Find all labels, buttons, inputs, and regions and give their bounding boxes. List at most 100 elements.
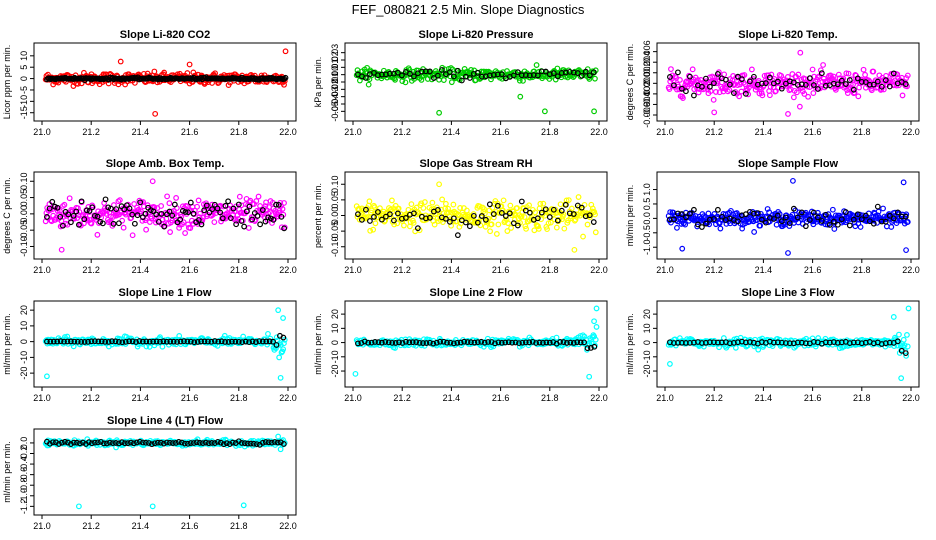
overlay-point [389, 339, 396, 346]
overlay-point [850, 339, 857, 346]
overlay-point [890, 215, 897, 222]
y-tick-label: -20 [330, 365, 340, 378]
x-tick-label: 21.2 [393, 393, 411, 403]
plot-frame [33, 300, 297, 388]
overlay-point [222, 202, 229, 209]
overlay-point [466, 75, 473, 81]
y-tick-label: 0.00 [330, 66, 340, 84]
y-tick-label: -0.2 [19, 446, 29, 462]
data-point [689, 66, 696, 73]
y-axis-label: ml/min per min. [2, 313, 12, 375]
overlay-point [241, 440, 248, 447]
overlay-point [129, 211, 136, 218]
overlay-point [187, 338, 194, 345]
data-point [508, 225, 514, 231]
y-tick-label: 0.10 [19, 172, 29, 190]
data-point [869, 217, 876, 224]
data-point [281, 340, 287, 347]
overlay-point [468, 339, 474, 346]
overlay-point [235, 201, 242, 208]
panel-title: Slope Line 4 (LT) Flow [107, 415, 223, 427]
overlay-point [278, 213, 285, 220]
overlay-point [546, 339, 553, 346]
x-tick-label: 21.8 [853, 265, 871, 275]
overlay-point [81, 339, 88, 345]
overlay-point [702, 220, 709, 227]
data-point [277, 446, 284, 453]
overlay-point [118, 439, 125, 446]
data-point [904, 219, 911, 225]
x-tick-label: 21.4 [132, 521, 150, 531]
data-point [70, 215, 77, 221]
overlay-point [133, 439, 140, 446]
data-point [674, 224, 680, 231]
data-point [431, 221, 438, 228]
data-point [436, 181, 443, 188]
overlay-point [516, 340, 522, 347]
x-tick-label: 21.6 [181, 127, 199, 137]
x-tick-label: 21.0 [33, 127, 51, 137]
overlay-point [371, 214, 377, 220]
y-tick-label: 0.000 [642, 72, 652, 95]
y-tick-label: -10 [330, 350, 340, 363]
data-point [795, 71, 802, 78]
overlay-point [249, 338, 256, 345]
data-point [266, 209, 273, 216]
data-point [275, 307, 282, 314]
x-tick-label: 22.0 [590, 265, 608, 275]
data-point [457, 204, 464, 211]
overlay-point [145, 440, 152, 446]
x-tick-label: 21.8 [541, 393, 559, 403]
data-point [368, 207, 375, 214]
data-point [677, 76, 683, 83]
y-tick-label: 0.10 [330, 175, 340, 193]
overlay-point [225, 339, 232, 345]
overlay-point [560, 339, 567, 345]
overlay-point [167, 338, 174, 345]
y-tick-label: 0.05 [19, 189, 29, 207]
data-point [797, 49, 804, 56]
overlay-point [177, 338, 184, 345]
overlay-point [280, 441, 287, 447]
overlay-point [59, 439, 65, 446]
data-point [891, 343, 898, 349]
x-tick-label: 21.8 [230, 127, 248, 137]
overlay-point [253, 441, 260, 448]
overlay-point [250, 440, 257, 447]
overlay-point [136, 438, 143, 445]
overlay-point [227, 215, 234, 222]
overlay-point [238, 440, 245, 446]
overlay-point [89, 204, 96, 211]
y-tick-label: 20 [642, 309, 652, 319]
plot-frame [33, 428, 297, 516]
overlay-point [56, 441, 62, 447]
data-point [851, 89, 858, 96]
data-point [703, 78, 710, 85]
overlay-point [461, 338, 468, 345]
overlay-point [902, 213, 909, 220]
overlay-point [379, 339, 385, 346]
overlay-point [70, 212, 77, 219]
data-point [535, 226, 542, 232]
y-tick-label: 20 [19, 305, 29, 315]
overlay-point [519, 339, 526, 346]
data-point [429, 199, 436, 206]
y-tick-label: 0 [19, 76, 29, 81]
overlay-point [113, 206, 120, 212]
overlay-point [239, 339, 246, 346]
y-tick-label: -0.006 [642, 102, 652, 128]
overlay-point [65, 211, 72, 218]
overlay-point [529, 338, 536, 345]
overlay-point [581, 339, 587, 346]
overlay-point [91, 212, 98, 219]
overlay-point [810, 209, 817, 216]
panel-title: Slope Li-820 Pressure [419, 29, 534, 41]
data-point [366, 198, 373, 205]
data-point [253, 198, 260, 204]
y-tick-label: -0.4 [19, 456, 29, 472]
overlay-point [577, 339, 584, 346]
overlay-point [126, 338, 133, 345]
overlay-point [265, 214, 272, 221]
data-point [713, 221, 719, 228]
